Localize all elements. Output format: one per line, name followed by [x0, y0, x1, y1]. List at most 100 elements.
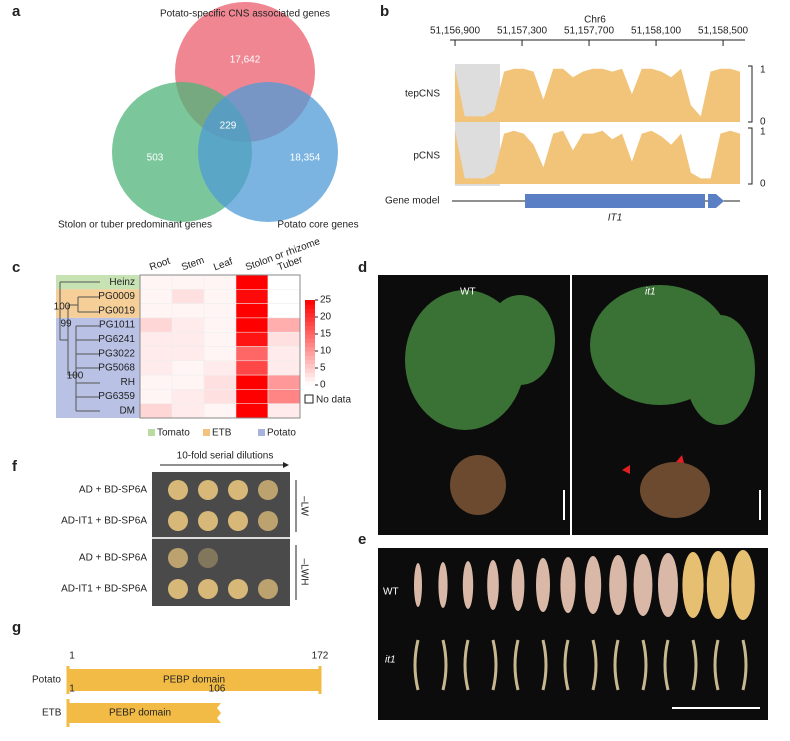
- media-label: –LWH: [298, 558, 309, 585]
- stolon: [731, 550, 755, 620]
- spot: [258, 511, 278, 531]
- heatmap-cell: [139, 389, 173, 404]
- colorbar-step: [305, 308, 315, 314]
- spot: [258, 480, 278, 500]
- gene-model-label: Gene model: [385, 196, 439, 207]
- start-label: 1: [69, 684, 75, 695]
- plant-foliage: [405, 285, 755, 430]
- heatmap-cell: [235, 274, 269, 290]
- heatmap-cell: [203, 403, 237, 419]
- legend-swatch: [148, 429, 155, 436]
- heatmap-cell: [203, 331, 237, 347]
- heatmap-cell: [235, 346, 269, 362]
- heatmap-cell: [171, 331, 205, 347]
- domain-label: PEBP domain: [109, 708, 171, 719]
- stolon: [513, 639, 520, 691]
- heatmap-cell: [267, 374, 301, 390]
- group-band: [56, 289, 140, 318]
- gene-name: IT1: [608, 213, 622, 224]
- colorbar-step: [305, 376, 315, 382]
- colorbar-label: 0: [320, 380, 326, 391]
- panel-label: d: [358, 259, 367, 276]
- heatmap-cell: [171, 274, 205, 290]
- dilution-header: 10-fold serial dilutions: [177, 451, 274, 462]
- colorbar-step: [305, 300, 315, 305]
- scale-bracket: [748, 65, 753, 123]
- colorbar-step: [305, 321, 315, 326]
- venn-set: [198, 82, 338, 222]
- end-label: 172: [312, 651, 329, 662]
- heatmap-cell: [267, 274, 301, 290]
- start-label: 1: [69, 651, 75, 662]
- scale-label: 1: [760, 65, 766, 76]
- heatmap-frame: [139, 274, 301, 419]
- heatmap-cell: [235, 331, 269, 347]
- panel-label: f: [12, 458, 18, 475]
- protein-bar: [68, 669, 320, 691]
- domain-label: PEBP domain: [163, 675, 225, 686]
- photo-label: it1: [645, 287, 656, 298]
- media-label: –LW: [298, 496, 309, 516]
- stolon: [633, 554, 653, 616]
- venn-count: 503: [147, 153, 164, 164]
- venn-count: 229: [220, 121, 237, 132]
- stolon: [591, 639, 598, 691]
- legend-swatch: [203, 429, 210, 436]
- heatmap-cell: [203, 317, 237, 333]
- colorbar-label: 15: [320, 329, 332, 340]
- heatmap-cell: [171, 403, 205, 419]
- exon: [525, 194, 705, 208]
- row-label: AD-IT1 + BD-SP6A: [61, 584, 147, 595]
- tick-label: 51,156,900: [430, 26, 480, 37]
- colorbar-step: [305, 355, 315, 360]
- heatmap-cell: [267, 403, 301, 419]
- panel-label: a: [12, 3, 21, 20]
- protein-bar: [68, 703, 221, 723]
- stolon: [641, 639, 648, 691]
- heatmap-cell: [267, 317, 301, 333]
- chromosome: Chr6: [584, 15, 606, 26]
- stolon: [491, 639, 498, 691]
- colorbar-step: [305, 329, 315, 335]
- venn-title: Potato-specific CNS associated genes: [160, 9, 330, 20]
- row-label: DM: [119, 405, 135, 416]
- no-data-label: No data: [316, 395, 351, 406]
- stolon: [563, 639, 570, 691]
- bootstrap: 99: [60, 319, 72, 330]
- photo-label: it1: [385, 655, 396, 666]
- phylo-tree: [59, 281, 100, 412]
- colorbar-step: [305, 342, 315, 348]
- exon-arrow: [708, 194, 724, 208]
- heatmap-cell: [203, 289, 237, 304]
- heatmap-cell: [267, 346, 301, 362]
- track-name: tepCNS: [405, 89, 440, 100]
- heatmap-cell: [171, 374, 205, 390]
- heatmap-cell: [235, 374, 269, 390]
- heatmap-cell: [171, 289, 205, 304]
- panel-label: g: [12, 619, 21, 636]
- column-label: Stem: [180, 255, 206, 273]
- row-label: Heinz: [109, 277, 135, 288]
- stolon: [438, 562, 448, 608]
- spot: [198, 480, 218, 500]
- heatmap-cell: [171, 317, 205, 333]
- heatmap-cell: [171, 389, 205, 404]
- spot: [228, 511, 248, 531]
- heatmap-cell: [267, 360, 301, 376]
- scale-label: 0: [760, 117, 766, 128]
- heatmap-cell: [139, 317, 173, 333]
- column-label: Root: [148, 256, 172, 274]
- venn-count: 17,642: [230, 55, 261, 66]
- stolon: [463, 639, 470, 691]
- spot: [228, 480, 248, 500]
- tick-label: 51,157,300: [497, 26, 547, 37]
- colorbar-label: 20: [320, 312, 332, 323]
- legend-label: ETB: [212, 428, 232, 439]
- colorbar-label: 5: [320, 363, 326, 374]
- row-label: RH: [121, 377, 135, 388]
- scale-bracket: [748, 127, 753, 185]
- heatmap-cell: [235, 289, 269, 304]
- spot: [168, 511, 188, 531]
- heatmap-cell: [139, 374, 173, 390]
